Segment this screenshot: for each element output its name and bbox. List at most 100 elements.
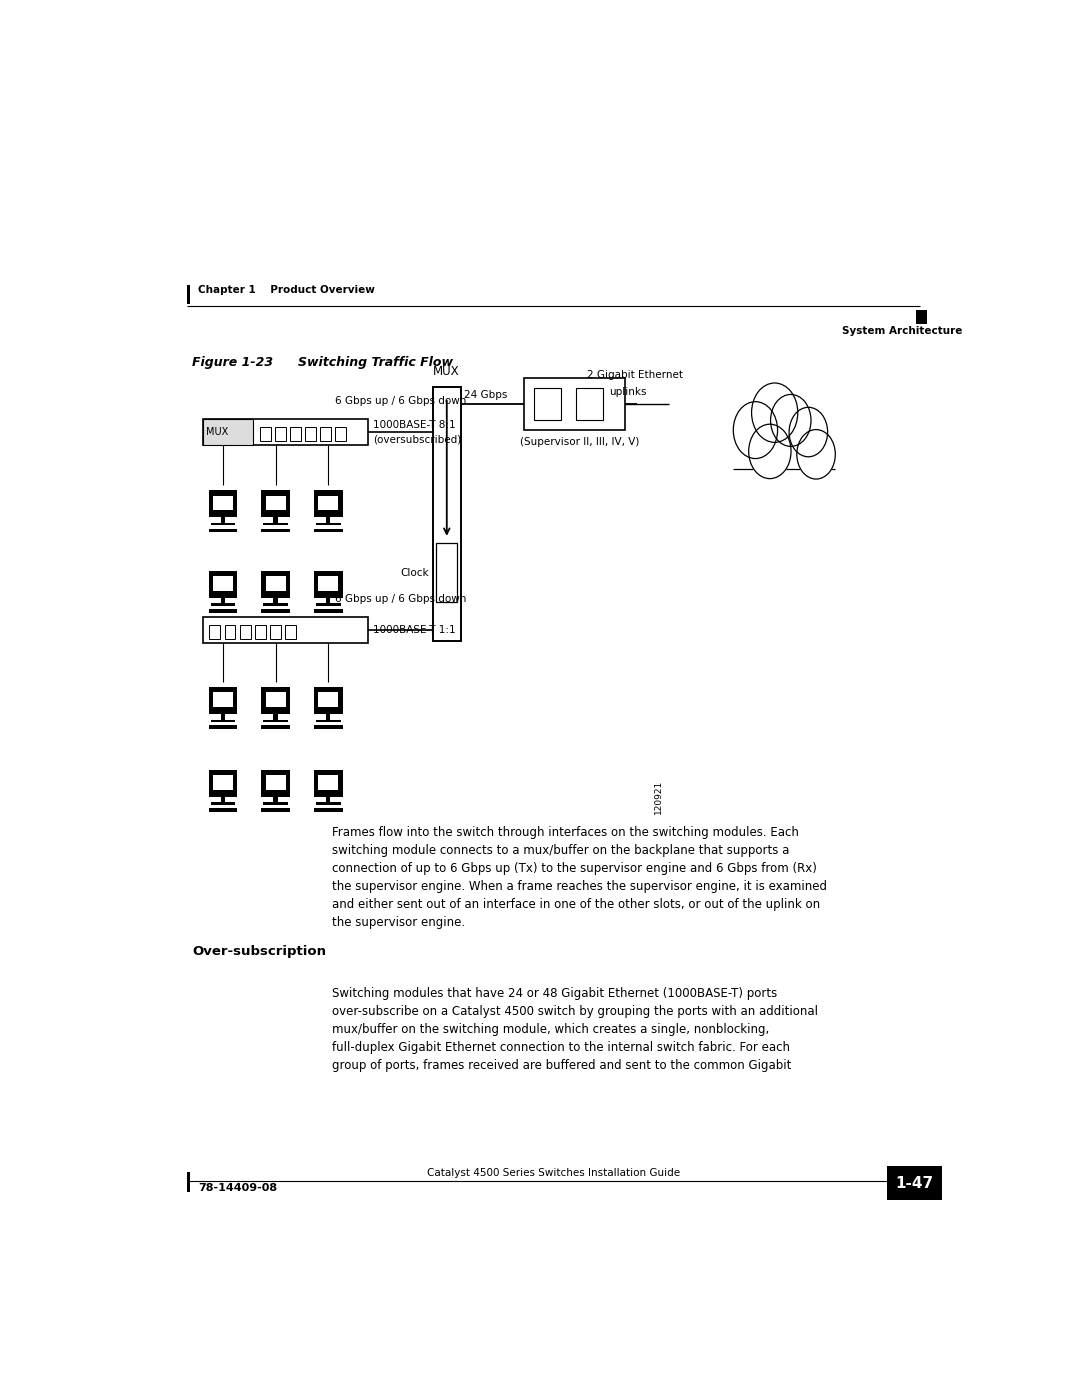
Bar bbox=[220, 796, 225, 802]
Bar bbox=[187, 1172, 190, 1192]
Text: 2 Gigabit Ethernet: 2 Gigabit Ethernet bbox=[588, 370, 683, 380]
Bar bbox=[208, 571, 238, 598]
Text: 6 Gbps up / 6 Gbps down: 6 Gbps up / 6 Gbps down bbox=[335, 594, 465, 605]
Bar bbox=[314, 609, 342, 612]
Circle shape bbox=[797, 429, 835, 479]
Text: (Supervisor II, III, IV, V): (Supervisor II, III, IV, V) bbox=[521, 437, 639, 447]
Bar bbox=[266, 576, 285, 591]
Bar bbox=[436, 543, 457, 602]
Text: 120921: 120921 bbox=[653, 780, 663, 814]
Text: MUX: MUX bbox=[206, 427, 228, 437]
Bar bbox=[213, 775, 233, 791]
Bar bbox=[203, 419, 367, 446]
Bar bbox=[208, 609, 238, 612]
Bar bbox=[314, 571, 342, 598]
Text: 1-47: 1-47 bbox=[895, 1176, 933, 1190]
Text: Catalyst 4500 Series Switches Installation Guide: Catalyst 4500 Series Switches Installati… bbox=[427, 1168, 680, 1178]
Text: 24 Gbps: 24 Gbps bbox=[464, 390, 508, 400]
Bar bbox=[326, 598, 330, 604]
Bar bbox=[208, 770, 238, 796]
Bar bbox=[433, 387, 460, 641]
Bar bbox=[274, 427, 285, 441]
Bar bbox=[335, 427, 346, 441]
Circle shape bbox=[733, 402, 778, 458]
Bar bbox=[316, 604, 340, 606]
Bar bbox=[319, 775, 338, 791]
Bar bbox=[261, 725, 289, 729]
Bar bbox=[524, 379, 624, 430]
Text: Chapter 1    Product Overview: Chapter 1 Product Overview bbox=[198, 285, 375, 295]
Text: Clock: Clock bbox=[401, 567, 429, 577]
Bar bbox=[314, 770, 342, 796]
Text: 1000BASE-T 8:1: 1000BASE-T 8:1 bbox=[373, 420, 456, 430]
Bar bbox=[266, 496, 285, 510]
Bar bbox=[326, 517, 330, 522]
Bar bbox=[211, 604, 235, 606]
Bar bbox=[264, 802, 287, 805]
Bar bbox=[273, 517, 278, 522]
Bar bbox=[261, 528, 289, 532]
Bar bbox=[213, 496, 233, 510]
Bar bbox=[261, 609, 289, 612]
Bar bbox=[316, 802, 340, 805]
Bar bbox=[211, 719, 235, 722]
Bar bbox=[326, 714, 330, 719]
Bar bbox=[273, 796, 278, 802]
Text: Over-subscription: Over-subscription bbox=[192, 946, 326, 958]
Bar bbox=[535, 388, 561, 420]
Bar bbox=[208, 809, 238, 812]
Bar bbox=[289, 427, 300, 441]
Bar bbox=[220, 517, 225, 522]
Bar bbox=[203, 419, 253, 446]
Bar bbox=[255, 624, 266, 638]
Bar bbox=[314, 725, 342, 729]
Bar bbox=[320, 427, 330, 441]
Bar bbox=[266, 693, 285, 707]
Bar bbox=[210, 624, 220, 638]
Text: Frames flow into the switch through interfaces on the switching modules. Each
sw: Frames flow into the switch through inte… bbox=[332, 826, 826, 929]
Text: Switching Traffic Flow: Switching Traffic Flow bbox=[298, 356, 454, 369]
Bar bbox=[264, 604, 287, 606]
Bar bbox=[319, 693, 338, 707]
Circle shape bbox=[770, 394, 811, 447]
Bar bbox=[316, 522, 340, 525]
Bar bbox=[305, 427, 315, 441]
Bar bbox=[285, 624, 296, 638]
Bar bbox=[259, 427, 271, 441]
Bar bbox=[314, 528, 342, 532]
Bar bbox=[273, 714, 278, 719]
Text: Figure 1-23: Figure 1-23 bbox=[192, 356, 273, 369]
Circle shape bbox=[748, 425, 791, 479]
Bar bbox=[208, 725, 238, 729]
Bar bbox=[213, 576, 233, 591]
Bar bbox=[220, 598, 225, 604]
Bar bbox=[314, 490, 342, 517]
Bar bbox=[225, 624, 235, 638]
Bar bbox=[887, 1166, 942, 1200]
Bar bbox=[266, 775, 285, 791]
Text: 6 Gbps up / 6 Gbps down: 6 Gbps up / 6 Gbps down bbox=[335, 397, 465, 407]
Bar bbox=[916, 310, 927, 324]
Bar bbox=[261, 490, 289, 517]
Bar bbox=[208, 490, 238, 517]
Bar bbox=[208, 528, 238, 532]
Bar bbox=[261, 770, 289, 796]
Text: System Architecture: System Architecture bbox=[842, 326, 962, 335]
Bar bbox=[211, 522, 235, 525]
Text: Switching modules that have 24 or 48 Gigabit Ethernet (1000BASE-T) ports
over-su: Switching modules that have 24 or 48 Gig… bbox=[332, 988, 818, 1073]
Bar bbox=[319, 576, 338, 591]
Bar bbox=[211, 802, 235, 805]
Bar bbox=[187, 285, 190, 305]
Bar bbox=[208, 687, 238, 714]
Bar bbox=[261, 687, 289, 714]
Text: uplinks: uplinks bbox=[609, 387, 646, 397]
Bar bbox=[220, 714, 225, 719]
Bar bbox=[240, 624, 251, 638]
Bar bbox=[203, 617, 367, 643]
Bar bbox=[264, 719, 287, 722]
Bar bbox=[261, 571, 289, 598]
Text: 78-14409-08: 78-14409-08 bbox=[198, 1183, 276, 1193]
Bar bbox=[326, 796, 330, 802]
Circle shape bbox=[752, 383, 798, 443]
Text: 1000BASE-T 1:1: 1000BASE-T 1:1 bbox=[373, 626, 456, 636]
